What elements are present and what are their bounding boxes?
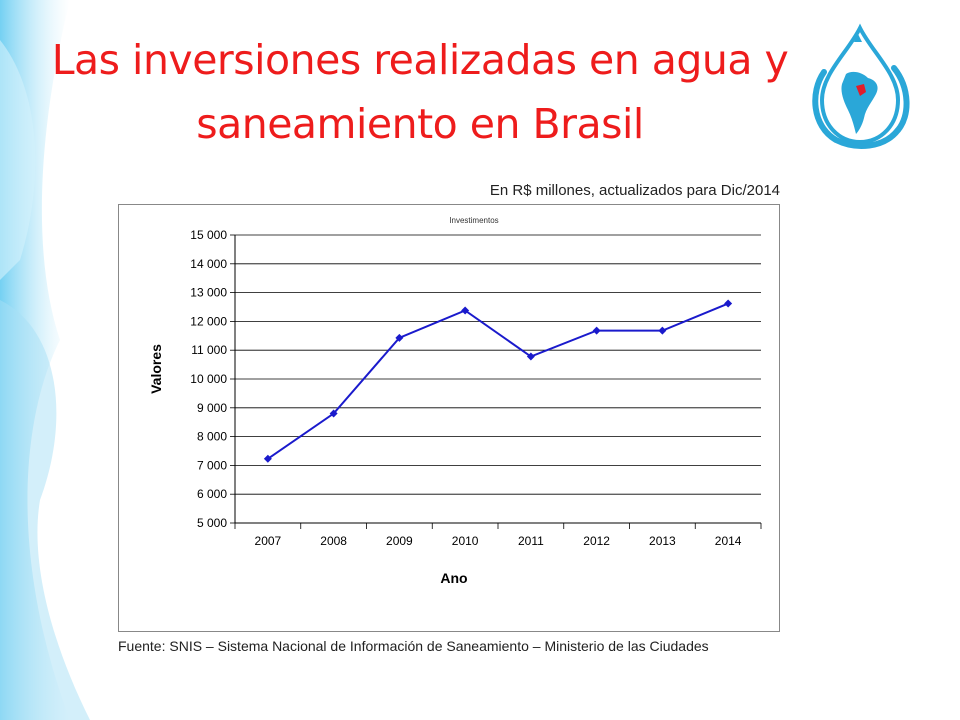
x-tick-label: 2013 [649, 534, 676, 548]
title-line-1: Las inversiones realizadas en agua y [51, 36, 789, 84]
y-axis-label: Valores [148, 344, 164, 394]
slide-title: Las inversiones realizadas en agua y san… [20, 28, 820, 156]
data-point-marker [263, 454, 272, 463]
data-point-marker [658, 326, 667, 335]
x-axis-label: Ano [440, 570, 467, 586]
y-tick-label: 15 000 [190, 228, 227, 242]
x-tick-label: 2009 [386, 534, 413, 548]
data-point-marker [461, 306, 470, 315]
chart-title: Investimentos [449, 216, 498, 225]
x-tick-label: 2011 [518, 534, 544, 548]
series-line [267, 302, 729, 460]
y-tick-label: 13 000 [190, 286, 227, 300]
title-line-2: saneamiento en Brasil [196, 100, 644, 148]
y-tick-label: 7 000 [197, 458, 227, 472]
source-note: Fuente: SNIS – Sistema Nacional de Infor… [118, 638, 709, 654]
y-tick-label: 6 000 [197, 487, 227, 501]
data-point-marker [329, 409, 338, 418]
y-tick-label: 10 000 [190, 372, 227, 386]
y-tick-label: 12 000 [190, 314, 227, 328]
x-tick-label: 2010 [452, 534, 479, 548]
data-point-marker [526, 352, 535, 361]
x-tick-label: 2014 [715, 534, 742, 548]
y-tick-label: 5 000 [197, 516, 227, 530]
x-tick-label: 2007 [255, 534, 282, 548]
data-point-marker [724, 299, 733, 308]
y-tick-label: 11 000 [191, 343, 227, 357]
line-chart: Investimentos 5 000 6 000 7 000 8 000 9 000 10… [148, 216, 762, 586]
y-tick-label: 8 000 [197, 430, 227, 444]
y-tick-label: 14 000 [190, 257, 227, 271]
water-drop-logo-icon [812, 23, 910, 149]
chart-frame: Investimentos 5 000 6 000 7 000 8 000 9 000 10… [118, 204, 780, 632]
x-tick-label: 2012 [583, 534, 610, 548]
x-tick-label: 2008 [320, 534, 347, 548]
chart-subtitle: En R$ millones, actualizados para Dic/20… [489, 182, 780, 199]
y-tick-label: 9 000 [197, 401, 227, 415]
data-point-marker [395, 333, 404, 342]
data-point-marker [592, 326, 601, 335]
